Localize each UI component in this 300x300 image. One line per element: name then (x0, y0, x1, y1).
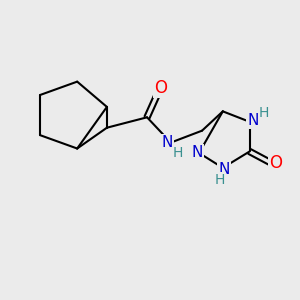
Text: H: H (173, 146, 183, 160)
Text: N: N (162, 135, 173, 150)
Text: N: N (219, 162, 230, 177)
Text: O: O (154, 79, 167, 97)
Text: O: O (269, 154, 282, 172)
Text: N: N (192, 146, 203, 160)
Text: H: H (215, 173, 225, 187)
Text: H: H (259, 106, 269, 120)
Text: N: N (248, 113, 259, 128)
